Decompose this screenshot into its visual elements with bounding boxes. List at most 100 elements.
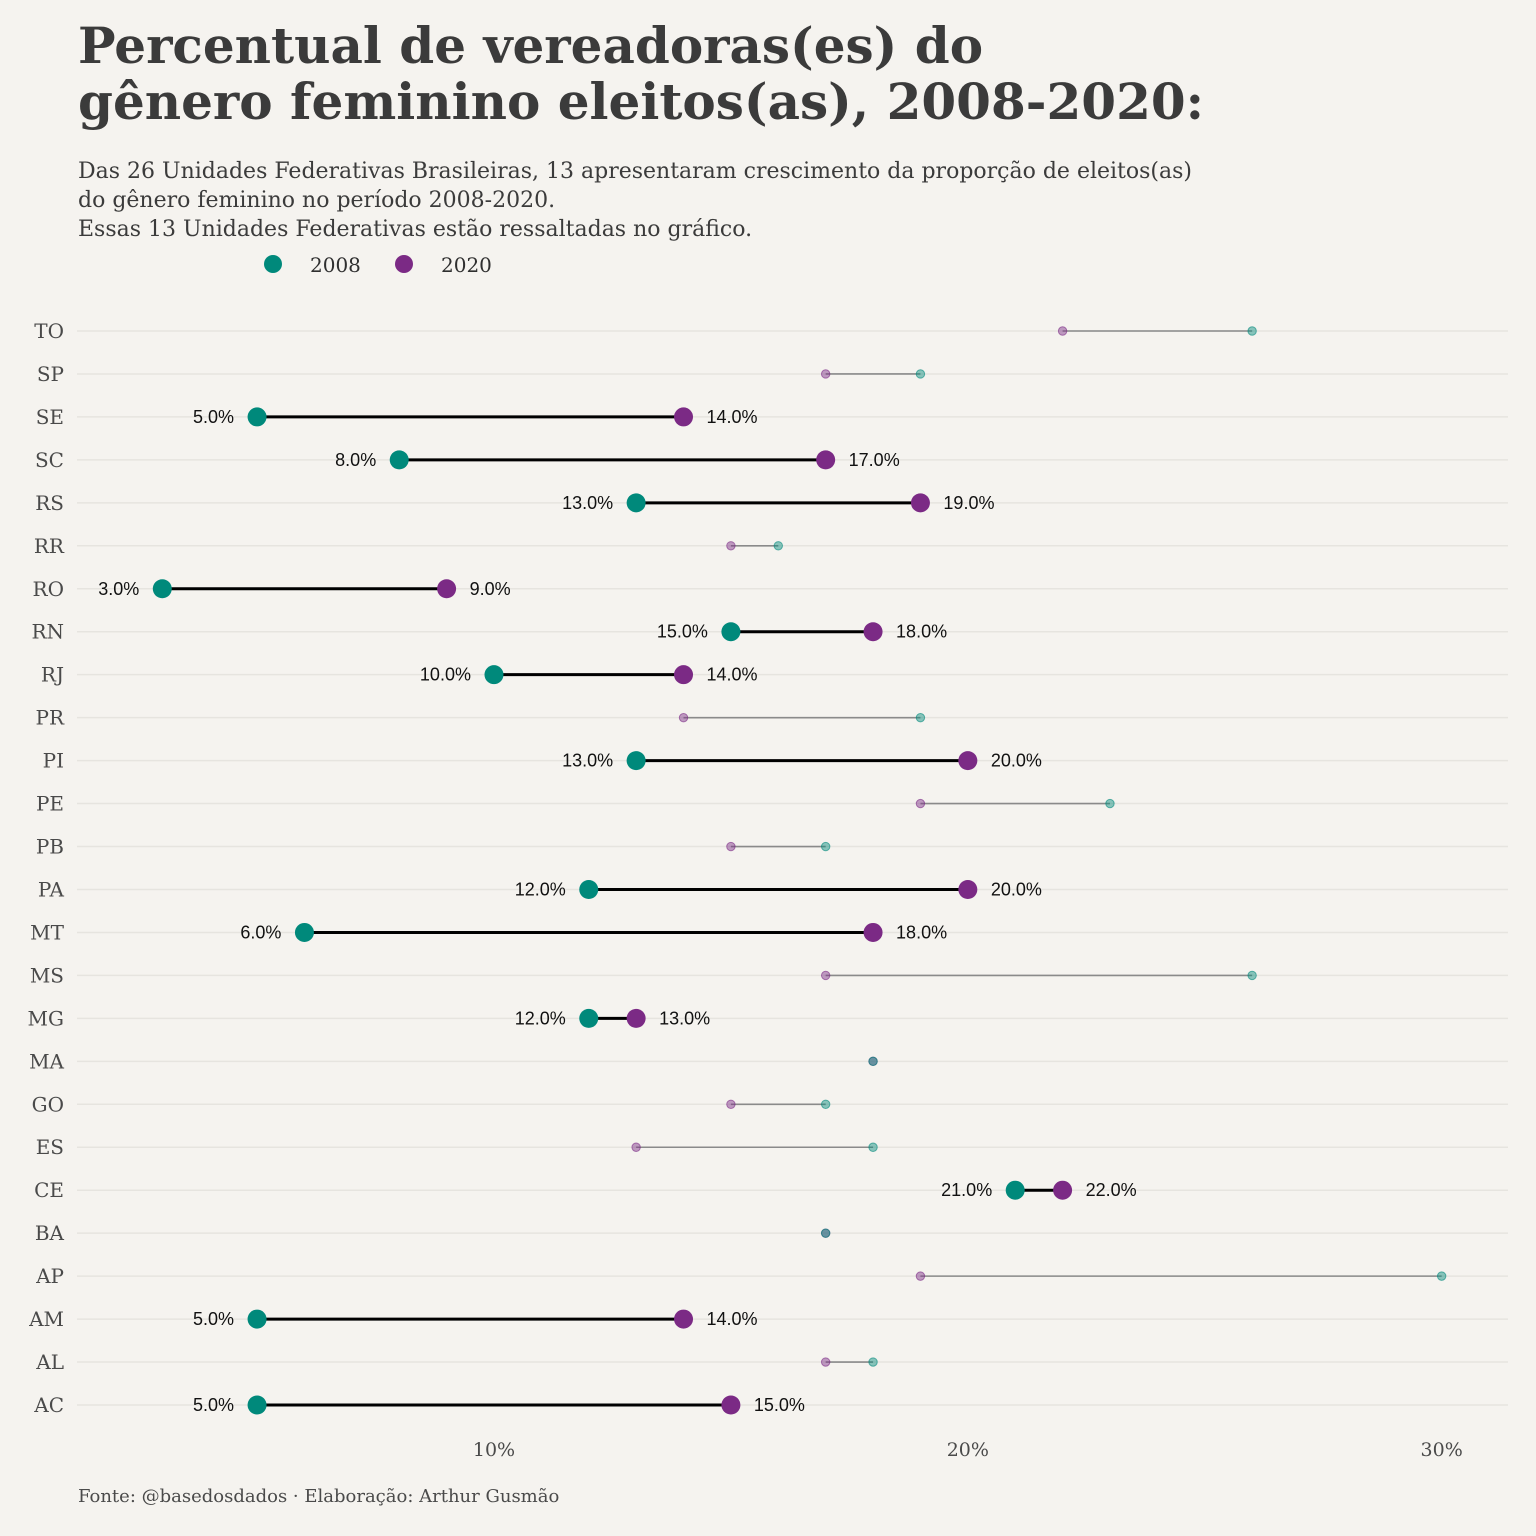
dumbbell-chart: 2008 2020 TO SP SE SC RS RR RO RN RJ PR PI PE PB PA MT… bbox=[28, 253, 1508, 1461]
data-label-2008-mt: 6.0% bbox=[240, 922, 281, 942]
point-2008-go bbox=[820, 1099, 831, 1109]
data-label-2008-rs: 13.0% bbox=[562, 493, 613, 513]
x-axis: 10% 20% 30% bbox=[473, 1439, 1463, 1461]
data-label-2020-rj: 14.0% bbox=[707, 665, 758, 685]
point-2020-rn bbox=[863, 622, 883, 642]
point-2020-am bbox=[674, 1309, 694, 1329]
grid bbox=[77, 330, 1508, 1406]
point-2020-al bbox=[820, 1357, 831, 1367]
point-2008-ce bbox=[1005, 1180, 1025, 1200]
y-tick-label-sc: SC bbox=[35, 448, 64, 472]
data-label-2008-ro: 3.0% bbox=[98, 579, 139, 599]
point-2008-se bbox=[247, 407, 267, 427]
point-2020-to bbox=[1057, 326, 1068, 336]
point-2020-ce bbox=[1053, 1180, 1073, 1200]
legend-label-2020: 2020 bbox=[441, 253, 492, 277]
data-label-2008-pi: 13.0% bbox=[562, 751, 613, 771]
chart-subtitle: Das 26 Unidades Federativas Brasileiras,… bbox=[78, 157, 1478, 244]
point-2020-ms bbox=[820, 970, 831, 981]
point-2020-ro bbox=[437, 579, 457, 599]
data-label-2020-ac: 15.0% bbox=[754, 1395, 805, 1415]
data-label-2020-rs: 19.0% bbox=[943, 493, 994, 513]
point-2008-al bbox=[868, 1357, 878, 1367]
point-2008-pi bbox=[626, 751, 646, 771]
point-2008-pa bbox=[579, 879, 599, 899]
point-2008-ac bbox=[247, 1395, 267, 1415]
point-2020-ac bbox=[721, 1395, 741, 1415]
point-2020-pe bbox=[915, 798, 926, 809]
y-tick-label-mg: MG bbox=[28, 1006, 64, 1030]
point-2008-sc bbox=[389, 450, 409, 470]
y-tick-label-ac: AC bbox=[33, 1393, 64, 1417]
point-2008-sp bbox=[915, 369, 926, 379]
y-tick-label-pi: PI bbox=[43, 749, 64, 773]
y-tick-label-ma: MA bbox=[29, 1049, 64, 1073]
x-tick-label: 20% bbox=[947, 1439, 989, 1461]
data-label-2020-pi: 20.0% bbox=[991, 751, 1042, 771]
y-tick-label-rn: RN bbox=[31, 620, 64, 644]
point-2020-mg bbox=[626, 1008, 646, 1028]
data-label-2008-ce: 21.0% bbox=[941, 1180, 992, 1200]
chart-marks: 5.0% 14.0% 8.0% 17.0% 13.0% 19.0% 3.0% 9.0% 15.0… bbox=[98, 326, 1447, 1415]
point-2020-sp bbox=[820, 369, 831, 379]
y-tick-label-ro: RO bbox=[33, 577, 64, 601]
chart-title-line-1: Percentual de vereadoras(es) do bbox=[78, 16, 984, 75]
y-tick-label-mt: MT bbox=[30, 920, 64, 944]
point-2008-ba bbox=[820, 1228, 831, 1238]
point-2020-pa bbox=[958, 879, 978, 899]
data-label-2020-am: 14.0% bbox=[707, 1309, 758, 1329]
data-label-2020-sc: 17.0% bbox=[849, 450, 900, 470]
data-label-2020-rn: 18.0% bbox=[896, 622, 947, 642]
data-label-2008-pa: 12.0% bbox=[515, 879, 566, 899]
y-tick-label-rr: RR bbox=[34, 534, 65, 558]
data-label-2008-rn: 15.0% bbox=[657, 622, 708, 642]
x-tick-label: 10% bbox=[473, 1439, 515, 1461]
point-2008-ma bbox=[868, 1056, 878, 1067]
data-label-2020-ro: 9.0% bbox=[470, 579, 511, 599]
point-2008-pe bbox=[1105, 798, 1115, 809]
y-tick-label-pa: PA bbox=[38, 877, 65, 901]
y-tick-label-rj: RJ bbox=[41, 663, 64, 687]
y-tick-label-ap: AP bbox=[35, 1264, 64, 1288]
y-tick-label-ce: CE bbox=[34, 1178, 64, 1202]
y-tick-label-pb: PB bbox=[36, 835, 64, 859]
y-tick-label-es: ES bbox=[36, 1135, 64, 1159]
y-tick-label-pe: PE bbox=[36, 792, 64, 816]
y-tick-label-rs: RS bbox=[35, 491, 64, 515]
data-label-2020-se: 14.0% bbox=[707, 407, 758, 427]
point-2008-mg bbox=[579, 1008, 599, 1028]
point-2020-pi bbox=[958, 751, 978, 771]
point-2008-mt bbox=[294, 922, 314, 942]
point-2008-rr bbox=[773, 541, 783, 551]
point-2008-ro bbox=[152, 579, 172, 599]
point-2020-ap bbox=[915, 1271, 926, 1281]
point-2020-pr bbox=[678, 712, 689, 723]
y-tick-label-am: AM bbox=[28, 1307, 64, 1331]
point-2008-pr bbox=[915, 712, 926, 723]
data-label-2020-ce: 22.0% bbox=[1086, 1180, 1137, 1200]
x-tick-label: 30% bbox=[1421, 1439, 1463, 1461]
legend-label-2008: 2008 bbox=[310, 253, 361, 277]
point-2008-to bbox=[1247, 326, 1257, 336]
y-tick-label-pr: PR bbox=[35, 706, 64, 730]
chart-subtitle-line-2: do gênero feminino no período 2008-2020. bbox=[78, 188, 556, 213]
y-tick-label-go: GO bbox=[32, 1092, 64, 1116]
point-2020-rj bbox=[674, 665, 694, 685]
point-2020-go bbox=[726, 1099, 736, 1109]
data-label-2020-pa: 20.0% bbox=[991, 879, 1042, 899]
point-2020-sc bbox=[816, 450, 836, 470]
y-tick-label-ms: MS bbox=[30, 963, 64, 987]
legend-marker-2020 bbox=[395, 255, 413, 273]
data-label-2008-se: 5.0% bbox=[193, 407, 234, 427]
chart-title-line-2: gênero feminino eleitos(as), 2008-2020: bbox=[78, 72, 1205, 131]
legend-marker-2008 bbox=[264, 255, 282, 273]
y-axis: TO SP SE SC RS RR RO RN RJ PR PI PE PB PA MT MS MG MA GO ES… bbox=[28, 319, 65, 1417]
chart-title: Percentual de vereadoras(es) do gênero f… bbox=[78, 18, 1478, 130]
point-2020-es bbox=[631, 1142, 641, 1152]
data-label-2020-mt: 18.0% bbox=[896, 922, 947, 942]
data-label-2008-am: 5.0% bbox=[193, 1309, 234, 1329]
point-2020-se bbox=[674, 407, 694, 427]
y-tick-label-to: TO bbox=[34, 319, 64, 343]
chart-caption: Fonte: @basedosdados · Elaboração: Arthu… bbox=[78, 1486, 560, 1507]
point-2008-rn bbox=[721, 622, 741, 642]
